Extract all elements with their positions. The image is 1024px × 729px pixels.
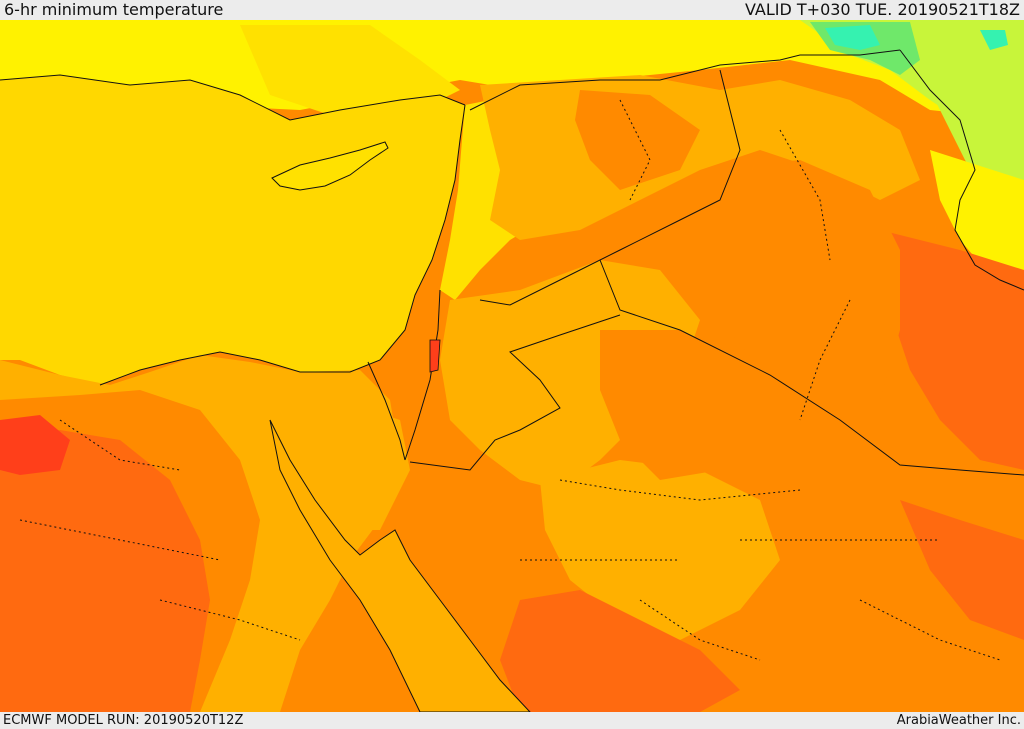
region-east-orange-red <box>900 500 1024 640</box>
region-egypt-red <box>0 415 70 475</box>
region-iraq-orange <box>690 160 900 420</box>
region-northwest-arabia <box>600 330 760 480</box>
map-canvas <box>0 20 1024 712</box>
temperature-map <box>0 20 1024 712</box>
border-egypt-israel <box>367 361 406 461</box>
valid-time: VALID T+030 TUE. 20190521T18Z <box>744 0 1020 19</box>
red-sea <box>269 419 531 712</box>
model-run-label: ECMWF MODEL RUN: 20190520T12Z <box>3 713 244 728</box>
credit-label: ArabiaWeather Inc. <box>896 713 1021 728</box>
border-iraq-saudi <box>599 259 1024 476</box>
region-syria-orange <box>575 90 700 190</box>
region-cyan-patch-1 <box>825 25 880 50</box>
border-jordan-saudi <box>409 314 621 471</box>
region-saudi-amber <box>540 460 780 640</box>
region-cyan-patch-2 <box>980 30 1008 50</box>
mediterranean-sea <box>0 75 465 385</box>
dead-sea <box>429 339 441 373</box>
region-sinai-amber <box>270 400 410 530</box>
coastline-levant <box>99 104 466 386</box>
region-hejaz-orange-red <box>500 590 740 712</box>
region-jordan-amber <box>440 260 700 490</box>
region-turkey-golden <box>240 25 460 120</box>
header-bar: 6-hr minimum temperature VALID T+030 TUE… <box>0 0 1024 20</box>
border-syria-turkey <box>469 49 901 111</box>
cyprus-island <box>271 141 389 191</box>
map-title: 6-hr minimum temperature <box>4 0 224 19</box>
region-egypt-orange-red <box>0 430 210 712</box>
border-syria-iraq <box>479 69 741 306</box>
border-iraq-iran <box>899 49 1024 291</box>
region-iraq-orange-red <box>880 230 1024 470</box>
footer-bar: ECMWF MODEL RUN: 20190520T12Z ArabiaWeat… <box>0 712 1024 729</box>
border-israel-jordan <box>404 289 441 461</box>
coastline-turkey <box>0 74 466 121</box>
region-east-yellow <box>930 150 1024 290</box>
admin-boundaries <box>19 99 1001 661</box>
